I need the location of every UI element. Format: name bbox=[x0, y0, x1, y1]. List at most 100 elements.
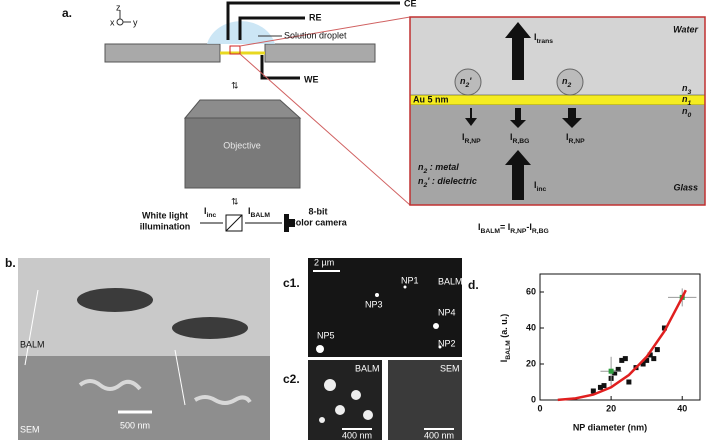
x-tick-label: 40 bbox=[677, 403, 687, 413]
point bbox=[619, 357, 625, 363]
point bbox=[615, 366, 621, 372]
c1-image bbox=[308, 258, 462, 357]
beam-splitter-diag bbox=[225, 214, 243, 232]
au-label: Au 5 nm bbox=[413, 94, 449, 104]
text: n bbox=[682, 94, 688, 104]
np-label: NP4 bbox=[438, 307, 456, 317]
label: IR,NP bbox=[566, 132, 585, 144]
label: n2 : metal bbox=[418, 162, 459, 174]
image-label: SEM bbox=[20, 424, 40, 434]
arrows: ⇅ bbox=[231, 80, 239, 90]
label: n0 bbox=[682, 106, 692, 118]
beam-splitter bbox=[225, 214, 243, 232]
label: Iinc bbox=[534, 180, 547, 192]
text: -I bbox=[526, 222, 532, 232]
y-tick-label: 0 bbox=[531, 394, 536, 404]
np-label: NP1 bbox=[401, 275, 419, 285]
text: n bbox=[682, 83, 688, 93]
subscript: 2 bbox=[423, 168, 428, 175]
zoom-box bbox=[229, 45, 241, 55]
zoom-line bbox=[239, 16, 411, 47]
text: n bbox=[460, 76, 466, 86]
text: I bbox=[248, 206, 251, 216]
substrate-right bbox=[264, 43, 376, 63]
subscript: R,NP bbox=[465, 138, 482, 145]
x-tick-label: 0 bbox=[537, 403, 542, 413]
point bbox=[626, 379, 632, 385]
electrode-label: WE bbox=[304, 74, 319, 84]
electrode-label: RE bbox=[309, 12, 322, 22]
objective-body bbox=[184, 117, 301, 189]
text: I bbox=[204, 206, 207, 216]
text: : metal bbox=[427, 162, 459, 172]
x-axis-label: NP diameter (nm) bbox=[573, 422, 647, 432]
axis-name: z bbox=[116, 2, 121, 12]
y-tick-label: 40 bbox=[526, 322, 536, 332]
sem-particles bbox=[78, 379, 252, 405]
image-label: BALM bbox=[20, 339, 45, 349]
subscript: R,BG bbox=[532, 228, 549, 235]
substrate-left bbox=[104, 43, 221, 63]
text: ' : dielectric bbox=[427, 176, 477, 186]
text: n bbox=[418, 162, 424, 172]
subscript: 2 bbox=[423, 182, 428, 189]
subscript: 2 bbox=[567, 82, 572, 89]
point bbox=[654, 347, 660, 353]
subscript: R,BG bbox=[513, 138, 530, 145]
y-tick-label: 20 bbox=[526, 358, 536, 368]
camera bbox=[284, 214, 289, 232]
re-wire bbox=[238, 16, 305, 40]
label: Iinc bbox=[204, 206, 217, 218]
image-label: SEM bbox=[440, 363, 460, 373]
y-axis-label: IBALM (a. u.) bbox=[499, 314, 511, 363]
arrow-rnp bbox=[562, 108, 582, 128]
pointer bbox=[24, 289, 39, 366]
scale-label: 400 nm bbox=[342, 430, 372, 440]
panel-label: d. bbox=[468, 278, 479, 292]
we-wire bbox=[260, 55, 300, 80]
subscript: 0 bbox=[688, 112, 692, 119]
text: ' bbox=[469, 76, 472, 86]
text: I bbox=[534, 180, 537, 190]
text: n bbox=[682, 106, 688, 116]
x-tick-label: 20 bbox=[606, 403, 616, 413]
fit-line bbox=[557, 289, 687, 402]
gold-layer bbox=[409, 94, 706, 106]
subscript: trans bbox=[537, 38, 554, 45]
np-label: NP2 bbox=[438, 338, 456, 348]
label: n1 bbox=[682, 94, 692, 106]
subscript: BALM bbox=[505, 340, 512, 360]
c1-particles bbox=[316, 285, 442, 353]
arrow-inc bbox=[505, 150, 531, 200]
axes-icon bbox=[116, 10, 131, 26]
droplet-label: Solution droplet bbox=[284, 30, 347, 40]
axis-name: y bbox=[133, 17, 138, 27]
source-label: illumination bbox=[140, 221, 191, 231]
y-tick-label: 60 bbox=[526, 286, 536, 296]
c2-sem-image bbox=[388, 360, 462, 440]
scale-label: 400 nm bbox=[424, 430, 454, 440]
label: n2' bbox=[460, 76, 472, 88]
point bbox=[597, 384, 603, 390]
image-label: BALM bbox=[355, 363, 380, 373]
panel-label: a. bbox=[62, 6, 72, 20]
subscript: inc bbox=[207, 212, 217, 219]
point bbox=[651, 356, 657, 362]
label: IBALM= IR,NP-IR,BG bbox=[478, 222, 549, 234]
arrow-rbg bbox=[510, 108, 526, 128]
point bbox=[590, 388, 596, 394]
text: I bbox=[478, 222, 481, 232]
camera bbox=[289, 219, 295, 227]
inset-frame bbox=[409, 16, 706, 206]
glass-region bbox=[410, 105, 705, 205]
source-label: White light bbox=[142, 210, 188, 220]
plot-frame bbox=[539, 273, 701, 401]
point bbox=[612, 370, 618, 376]
point bbox=[608, 368, 614, 374]
point bbox=[601, 383, 607, 389]
text: I bbox=[534, 32, 537, 42]
objective-label: Objective bbox=[223, 140, 261, 150]
panel-label: c1. bbox=[283, 276, 300, 290]
